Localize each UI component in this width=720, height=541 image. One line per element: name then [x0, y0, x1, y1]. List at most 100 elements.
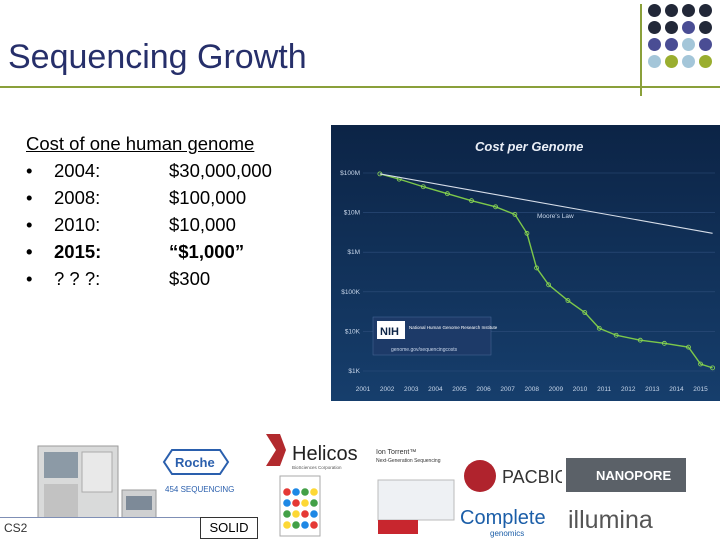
- decorative-dot: [699, 21, 712, 34]
- y-tick-label: $1M: [347, 249, 360, 256]
- matrix-dot: [292, 499, 300, 507]
- nanopore-logo: NANOPORE: [566, 458, 686, 492]
- cost-list: Cost of one human genome • 2004: $30,000,0…: [26, 130, 272, 292]
- matrix-dot: [310, 510, 318, 518]
- solid-label: SOLID: [209, 520, 249, 535]
- cost-point: [469, 198, 474, 204]
- nih-url: genome.gov/sequencingcosts: [391, 347, 458, 353]
- complete-sub-label: genomics: [490, 529, 524, 538]
- decorative-dot-grid: [648, 4, 714, 70]
- x-tick-label: 2004: [428, 386, 443, 393]
- cost-point: [637, 337, 643, 343]
- decorative-dot: [682, 21, 695, 34]
- nih-text: National Human Genome Research Institute: [409, 325, 498, 330]
- cost-point: [534, 265, 539, 271]
- matrix-dot: [310, 499, 318, 507]
- roche-label: Roche: [175, 455, 215, 470]
- chart-background: [331, 125, 720, 401]
- decorative-dot: [648, 4, 661, 17]
- decorative-dot: [699, 38, 712, 51]
- x-tick-label: 2005: [452, 386, 467, 393]
- nih-badge: NIH National Human Genome Research Insti…: [372, 316, 498, 356]
- x-tick-label: 2011: [597, 386, 611, 393]
- x-tick-label: 2008: [525, 386, 540, 393]
- cost-value: $100,000: [169, 187, 247, 208]
- x-tick-label: 2009: [549, 386, 564, 393]
- footer-code: CS2: [4, 521, 28, 535]
- illumina-logo: illumina: [568, 506, 653, 534]
- helicos-sub-label: BioSciences Corporation: [292, 465, 342, 470]
- cost-point: [546, 282, 552, 288]
- helicos-label: Helicos: [292, 443, 358, 465]
- cost-year: ? ? ?:: [54, 268, 101, 289]
- solid-color-matrix-image: [279, 475, 321, 537]
- cost-point: [493, 204, 499, 210]
- cost-point: [613, 332, 619, 338]
- decorative-dot: [665, 55, 678, 68]
- matrix-dot: [292, 488, 300, 496]
- iontorrent-label: Ion Torrent™: [376, 449, 416, 456]
- bullet: •: [26, 187, 33, 208]
- matrix-dot: [283, 488, 291, 496]
- accent-horizontal-line: [0, 86, 720, 88]
- accent-vertical-line: [640, 4, 642, 96]
- footer-bar: CS2: [0, 517, 200, 541]
- cost-value: $300: [169, 268, 211, 289]
- cost-point: [444, 191, 450, 197]
- y-tick-label: $100K: [341, 289, 360, 296]
- matrix-dot: [292, 510, 300, 518]
- cost-point: [710, 365, 715, 371]
- cost-point: [565, 298, 571, 303]
- moores-law-label: Moore's Law: [537, 213, 574, 220]
- cost-point: [524, 230, 530, 236]
- cost-year: 2010:: [54, 214, 101, 235]
- cost-item: • ? ? ?: $300: [26, 265, 272, 292]
- cost-item: • 2004: $30,000,000: [26, 157, 272, 184]
- pacbio-label: PACBIO: [502, 467, 562, 487]
- matrix-dot: [301, 521, 309, 529]
- decorative-dot: [699, 4, 712, 17]
- matrix-dot: [283, 521, 291, 529]
- matrix-dot: [301, 488, 309, 496]
- cost-value: $30,000,000: [169, 160, 272, 181]
- y-tick-label: $1K: [348, 368, 360, 375]
- decorative-dot: [665, 21, 678, 34]
- x-tick-label: 2012: [621, 386, 636, 393]
- bullet: •: [26, 268, 33, 289]
- y-tick-label: $10M: [344, 210, 360, 217]
- helicos-logo: Helicos BioSciences Corporation: [266, 434, 358, 470]
- cost-year: 2008:: [54, 187, 101, 208]
- matrix-dot: [301, 510, 309, 518]
- cost-value: $10,000: [169, 214, 236, 235]
- nanopore-label: NANOPORE: [596, 468, 671, 483]
- illumina-label: illumina: [568, 506, 653, 534]
- cost-point: [512, 212, 518, 217]
- matrix-dot: [310, 488, 318, 496]
- x-tick-label: 2015: [693, 386, 708, 393]
- bullet: •: [26, 214, 33, 235]
- cost-item: • 2015: “$1,000”: [26, 238, 272, 265]
- matrix-dot: [301, 499, 309, 507]
- complete-label: Complete: [460, 507, 546, 529]
- cost-point: [582, 310, 588, 315]
- cost-point: [661, 340, 667, 346]
- roche-454-logo: Roche 454 SEQUENCING: [162, 449, 234, 494]
- decorative-dot: [665, 4, 678, 17]
- decorative-dot: [648, 21, 661, 34]
- cost-series-line: [379, 173, 713, 369]
- decorative-dot: [648, 55, 661, 68]
- decorative-dot: [648, 38, 661, 51]
- bullet: •: [26, 241, 33, 262]
- matrix-dot: [283, 499, 291, 507]
- cost-point: [686, 344, 691, 350]
- y-tick-label: $100M: [340, 170, 360, 177]
- matrix-dot: [310, 521, 318, 529]
- bullet: •: [26, 160, 33, 181]
- complete-genomics-logo: Complete genomics: [460, 507, 546, 538]
- x-tick-label: 2001: [356, 386, 371, 393]
- y-tick-label: $10K: [345, 328, 361, 335]
- cost-value: “$1,000”: [169, 241, 245, 262]
- decorative-dot: [665, 38, 678, 51]
- cost-year: 2004:: [54, 160, 101, 181]
- x-tick-label: 2014: [669, 386, 684, 393]
